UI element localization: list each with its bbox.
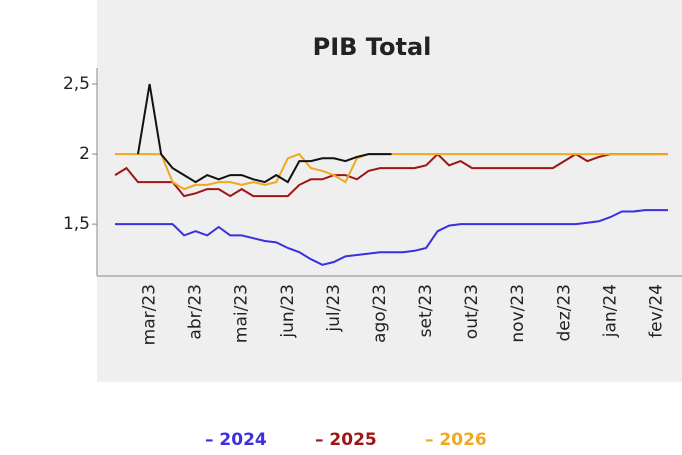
plot-background [97,0,682,382]
x-tick-label: abr/23 [186,284,206,340]
x-tick-label: set/23 [416,284,436,337]
x-tick-label: jan/24 [600,284,620,338]
legend-label: 2025 [329,430,376,450]
y-tick-label: 2 [79,144,90,164]
legend-label: 2024 [219,430,266,450]
x-tick-label: jul/23 [324,284,344,333]
x-tick-label: out/23 [462,284,482,339]
y-tick-label: 1,5 [63,214,90,234]
x-tick-label: fev/24 [646,284,666,338]
legend-label: 2026 [439,430,486,450]
x-tick-label: mar/23 [140,284,160,345]
x-tick-label: dez/23 [554,284,574,342]
series-line [115,209,668,266]
legend-entry: – 2024 [205,430,267,450]
y-tick-label: 2,5 [63,74,90,94]
x-tick-label: jun/23 [278,284,298,339]
legend-entry: – 2026 [425,430,487,450]
x-tick-label: ago/23 [370,284,390,343]
chart-title: PIB Total [313,33,432,61]
x-tick-label: nov/23 [508,284,528,343]
legend-entry: – 2025 [315,430,377,450]
x-tick-label: mai/23 [232,284,252,343]
series-line [137,83,392,184]
